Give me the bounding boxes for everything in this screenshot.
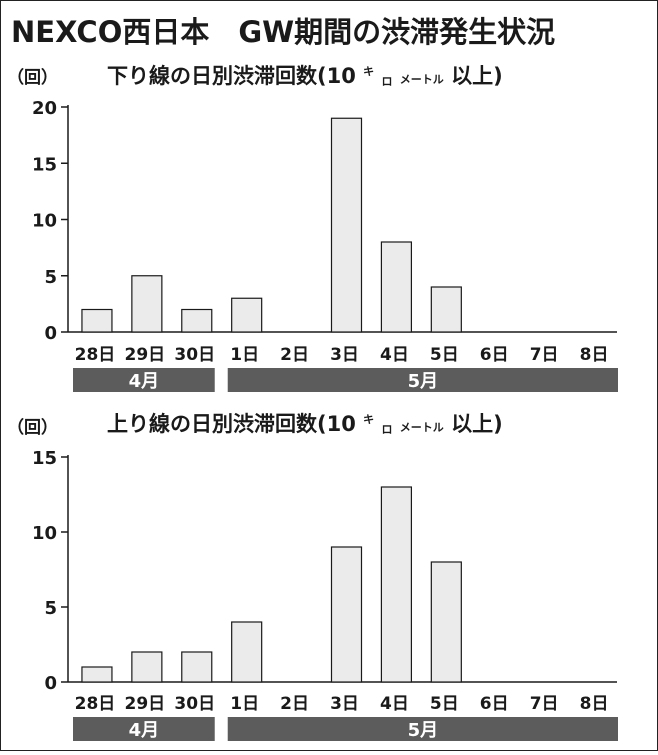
x-tick-label: 6日 (480, 694, 509, 714)
bar-29日 (131, 275, 163, 333)
bar-4日 (380, 241, 413, 333)
x-tick-label: 1日 (230, 694, 259, 714)
x-tick-label: 8日 (580, 345, 609, 365)
bar-1日 (231, 297, 263, 333)
month-band (227, 717, 618, 741)
x-tick-label: 29日 (125, 345, 166, 365)
y-tick-label: 0 (44, 673, 57, 694)
x-tick-label: 28日 (75, 694, 116, 714)
month-band (227, 368, 618, 392)
x-tick-label: 8日 (580, 694, 609, 714)
x-tick-label: 3日 (330, 694, 359, 714)
x-tick-label: 4日 (380, 345, 409, 365)
x-tick-label: 29日 (125, 694, 166, 714)
chart-up-unit-label: （回） (7, 417, 58, 438)
x-tick-label: 4日 (380, 694, 409, 714)
x-tick-label: 3日 (330, 345, 359, 365)
y-tick-label: 10 (32, 523, 57, 544)
bar-3日 (330, 117, 363, 333)
x-tick-label: 2日 (280, 694, 309, 714)
bar-29日 (131, 651, 163, 683)
chart-up-title-prefix: 上り線の日別渋滞回数(10 (107, 412, 356, 436)
chart-up-title-meter: メートル (400, 421, 444, 434)
chart-up-title-ki: キ (363, 413, 374, 426)
x-tick-label: 7日 (530, 694, 559, 714)
x-tick-label: 5日 (430, 345, 459, 365)
y-tick-label: 10 (32, 211, 57, 232)
month-label: 4月 (129, 720, 160, 741)
chart-down-title-meter: メートル (400, 73, 444, 86)
x-tick-label: 30日 (174, 345, 215, 365)
month-band (73, 717, 215, 741)
y-tick-label: 5 (44, 598, 57, 619)
month-label: 5月 (408, 371, 439, 392)
chart-down-line: （回） 下り線の日別渋滞回数(10 キ ロ メートル 以上) 0 5 10 15 20 2… (7, 56, 618, 392)
y-tick-label: 0 (44, 323, 57, 344)
chart-up-title-ro: ロ (381, 423, 392, 436)
chart-down-unit-label: （回） (7, 67, 58, 88)
chart-down-title-ro: ロ (381, 75, 392, 88)
x-tick-label: 6日 (480, 345, 509, 365)
x-tick-label: 5日 (430, 694, 459, 714)
chart-up-title: 上り線の日別渋滞回数(10 キ ロ メートル 以上) (107, 404, 503, 438)
chart-down-title-ki: キ (363, 65, 374, 78)
bar-5日 (430, 286, 462, 333)
chart-up-line: （回） 上り線の日別渋滞回数(10 キ ロ メートル 以上) 0 5 10 15 28日… (7, 404, 618, 741)
bar-3日 (330, 546, 363, 683)
x-tick-label: 2日 (280, 345, 309, 365)
chart-down-title-prefix: 下り線の日別渋滞回数(10 (107, 64, 356, 88)
main-title: NEXCO西日本 GW期間の渋滞発生状況 (11, 15, 555, 49)
y-tick-label: 15 (32, 154, 57, 175)
x-tick-label: 7日 (530, 345, 559, 365)
x-tick-label: 1日 (230, 345, 259, 365)
chart-down-title: 下り線の日別渋滞回数(10 キ ロ メートル 以上) (107, 56, 503, 90)
month-band (73, 368, 215, 392)
bar-1日 (231, 621, 263, 683)
month-label: 5月 (408, 720, 439, 741)
bar-30日 (181, 308, 213, 333)
x-tick-label: 28日 (75, 345, 116, 365)
bar-5日 (430, 561, 462, 683)
y-tick-label: 5 (44, 267, 57, 288)
bar-28日 (81, 308, 113, 333)
month-label: 4月 (129, 371, 160, 392)
bar-28日 (81, 666, 113, 683)
y-tick-label: 15 (32, 448, 57, 469)
chart-up-title-suffix: 以上) (451, 412, 503, 436)
y-tick-label: 20 (32, 98, 57, 119)
chart-down-title-suffix: 以上) (451, 64, 503, 88)
bar-30日 (181, 651, 213, 683)
x-tick-label: 30日 (174, 694, 215, 714)
bar-4日 (380, 486, 413, 683)
